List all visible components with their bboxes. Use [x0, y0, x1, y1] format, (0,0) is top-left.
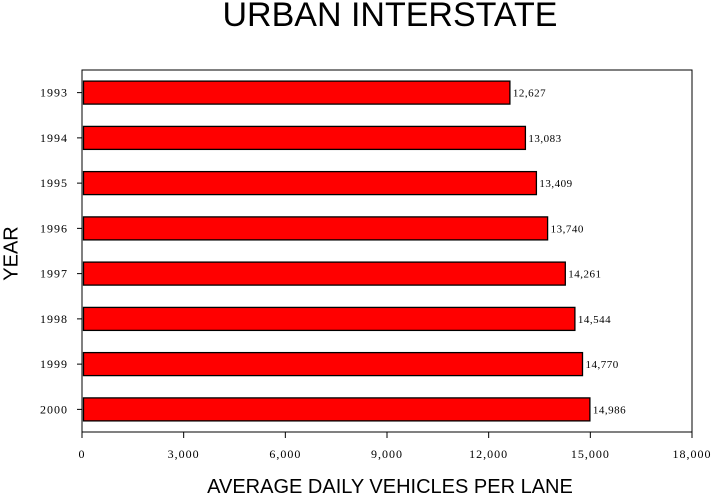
- y-tick-label-1997: 1997: [40, 267, 68, 281]
- data-label-1996: 13,740: [551, 223, 584, 235]
- x-axis-label: AVERAGE DAILY VEHICLES PER LANE: [207, 476, 573, 495]
- data-label-1993: 12,627: [513, 88, 546, 100]
- x-tick-label: 0: [79, 447, 86, 461]
- y-tick-label-1995: 1995: [40, 176, 68, 190]
- chart-title: URBAN INTERSTATE: [222, 0, 558, 34]
- x-tick-label: 12,000: [469, 447, 508, 461]
- x-tick-label: 9,000: [371, 447, 403, 461]
- data-label-1999: 14,770: [586, 359, 619, 371]
- data-label-1998: 14,544: [578, 314, 611, 326]
- data-label-1997: 14,261: [568, 269, 601, 281]
- bar-1994: [82, 125, 527, 151]
- x-tick-label: 3,000: [168, 447, 200, 461]
- x-tick-label: 18,000: [673, 447, 712, 461]
- y-tick-label-1993: 1993: [40, 86, 68, 100]
- bar-2000: [82, 397, 591, 422]
- data-label-1995: 13,409: [539, 178, 572, 190]
- bar-1999: [82, 351, 584, 377]
- y-tick-label-1994: 1994: [40, 131, 68, 145]
- y-tick-label-1999: 1999: [40, 357, 68, 371]
- y-tick-label-2000: 2000: [40, 402, 68, 416]
- y-tick-label-1998: 1998: [40, 312, 68, 326]
- y-tick-label-1996: 1996: [40, 221, 68, 235]
- x-tick-label: 6,000: [269, 447, 301, 461]
- bar-1997: [82, 261, 566, 286]
- data-label-2000: 14,986: [593, 404, 626, 416]
- bar-1998: [82, 306, 576, 332]
- bar-1995: [82, 170, 538, 196]
- x-tick-label: 15,000: [571, 447, 610, 461]
- data-label-1994: 13,083: [528, 133, 561, 145]
- bar-1996: [82, 216, 549, 241]
- bar-1993: [82, 80, 511, 105]
- plot-frame: [81, 69, 693, 433]
